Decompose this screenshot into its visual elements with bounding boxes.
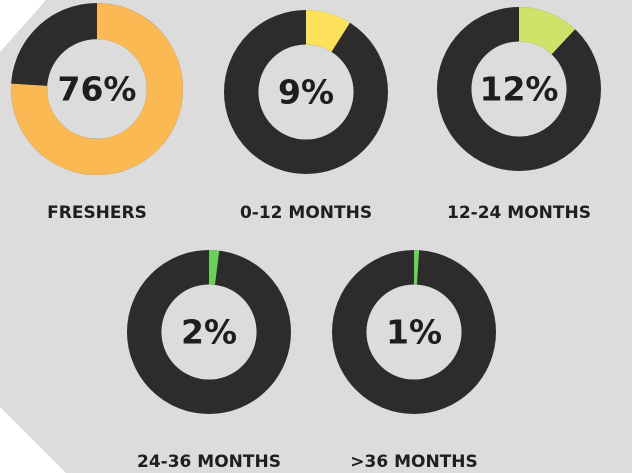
donut-segment xyxy=(11,3,184,175)
category-label: 0-12 MONTHS xyxy=(240,203,372,223)
donut-segment xyxy=(306,10,350,52)
value-label: 12% xyxy=(480,70,559,109)
value-label: 2% xyxy=(181,313,237,352)
donut-segment xyxy=(414,250,420,285)
category-label: >36 MONTHS xyxy=(350,452,477,472)
value-label: 1% xyxy=(386,313,442,352)
donut-segment xyxy=(519,7,576,55)
category-label: FRESHERS xyxy=(47,203,147,223)
category-label: 12-24 MONTHS xyxy=(447,203,591,223)
value-label: 9% xyxy=(278,73,334,112)
category-label: 24-36 MONTHS xyxy=(137,452,281,472)
donut-segment xyxy=(209,250,220,285)
value-label: 76% xyxy=(58,70,137,109)
